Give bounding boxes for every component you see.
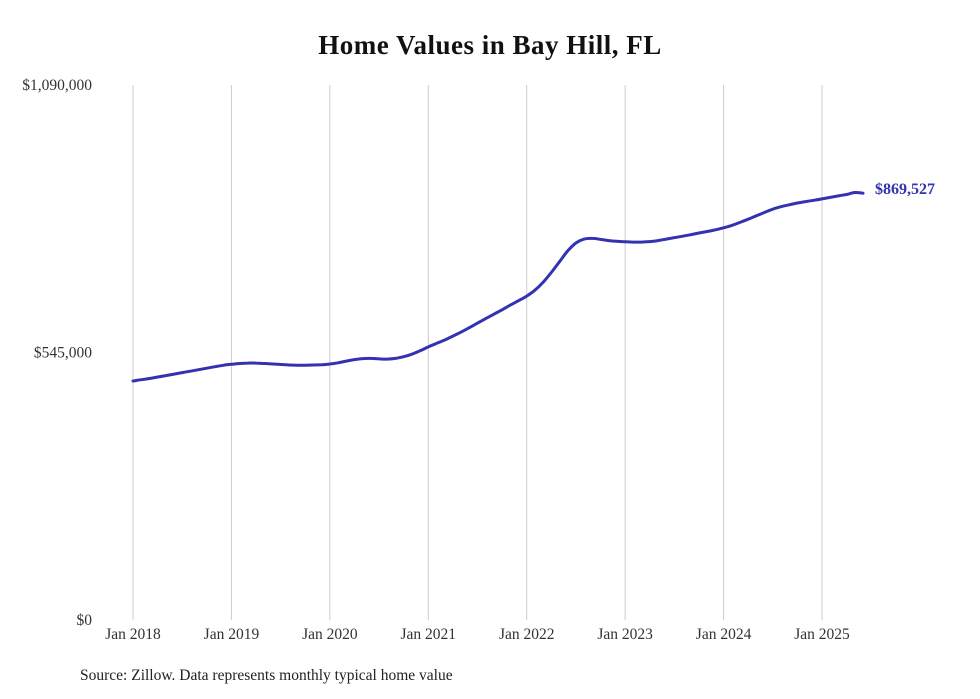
x-axis-tick-label: Jan 2025 (794, 626, 850, 643)
latest-value-label: $869,527 (875, 181, 935, 198)
home-value-series-line (131, 190, 865, 383)
x-axis-tick-label: Jan 2022 (499, 626, 555, 643)
x-axis-tick-label: Jan 2024 (696, 626, 752, 643)
chart-title: Home Values in Bay Hill, FL (318, 30, 662, 60)
source-note: Source: Zillow. Data represents monthly … (80, 667, 453, 684)
x-axis-tick-label: Jan 2018 (105, 626, 161, 643)
x-axis-tick-label: Jan 2021 (401, 626, 457, 643)
y-axis-tick-label: $545,000 (34, 345, 92, 362)
x-axis-tick-label: Jan 2019 (204, 626, 260, 643)
y-axis-tick-label: $1,090,000 (22, 77, 92, 94)
x-axis-tick-label: Jan 2020 (302, 626, 358, 643)
y-axis-tick-label: $0 (77, 612, 93, 629)
x-axis-tick-label: Jan 2023 (597, 626, 653, 643)
